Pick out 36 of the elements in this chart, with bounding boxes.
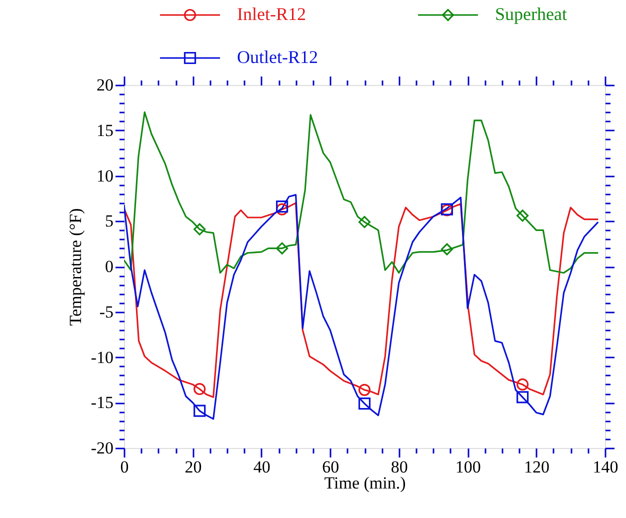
legend-label: Outlet-R12: [237, 47, 318, 67]
point: [516, 210, 529, 222]
x-tick-label: 20: [184, 458, 202, 476]
point: [276, 200, 288, 213]
line-series: [124, 111, 599, 274]
point: [194, 223, 206, 236]
point: [358, 397, 371, 410]
x-tick-label: 100: [455, 458, 481, 476]
point: [276, 242, 288, 254]
y-tick-label: 0: [105, 257, 114, 276]
point: [276, 203, 288, 216]
x-tick-label: 40: [253, 458, 270, 476]
point: [194, 404, 206, 417]
y-tick-label: 10: [96, 166, 114, 186]
y-tick-label: -20: [90, 438, 114, 458]
x-axis-title: Time (min.): [324, 474, 406, 492]
y-tick-label: -10: [90, 348, 114, 367]
y-tick-label: -5: [99, 302, 114, 322]
x-tick-label: 120: [524, 458, 550, 476]
y-tick-label: 5: [105, 212, 114, 231]
y-tick-label: -15: [90, 393, 114, 412]
y-tick-label: 15: [96, 120, 114, 140]
point: [358, 216, 371, 228]
y-tick-label: 20: [96, 76, 114, 94]
x-tick-label: 80: [390, 458, 408, 476]
point: [516, 378, 529, 391]
point: [358, 384, 371, 396]
x-tick-label: 0: [120, 458, 129, 476]
point: [194, 382, 206, 396]
legend-label: Inlet-R12: [237, 4, 306, 24]
point: [516, 391, 529, 404]
y-axis-title: Temperature (°F): [66, 208, 85, 326]
point: [440, 243, 453, 256]
x-tick-label: 140: [592, 458, 618, 476]
legend-label: Superheat: [495, 4, 567, 24]
x-tick-label: 60: [322, 458, 340, 476]
